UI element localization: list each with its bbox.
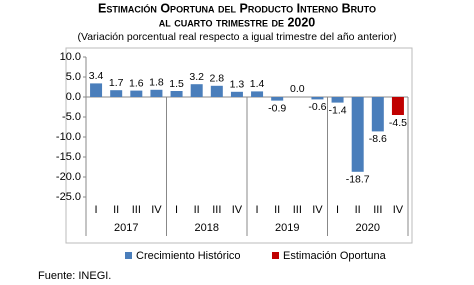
chart-title-line2: al cuarto trimestre de 2020 (159, 15, 316, 29)
y-tick-label: -25.0 (56, 191, 81, 203)
value-label: 0.0 (290, 83, 305, 95)
bar (271, 97, 284, 101)
value-label: 2.8 (210, 73, 225, 85)
bar (150, 89, 163, 97)
bar (110, 90, 123, 97)
plot-frame (65, 47, 413, 244)
x-tick-label: IV (393, 204, 404, 216)
x-tick-label: I (175, 204, 178, 216)
value-label: 1.3 (230, 79, 245, 91)
group-label: 2020 (356, 222, 380, 234)
value-label: 3.4 (89, 70, 104, 82)
value-label: -8.6 (369, 133, 387, 145)
x-tick-label: III (373, 204, 382, 216)
legend-label: Crecimiento Histórico (136, 250, 241, 262)
y-tick-label: -20.0 (56, 171, 81, 183)
y-tick-label: 0.0 (66, 91, 81, 103)
value-label: -0.9 (268, 102, 286, 114)
legend-label: Estimación Oportuna (283, 250, 387, 262)
y-tick-label: 10.0 (60, 51, 81, 63)
bar (251, 91, 264, 97)
bar (331, 97, 344, 103)
bar (371, 97, 384, 132)
value-label: -1.4 (329, 104, 347, 116)
y-tick-label: -5.0 (62, 111, 81, 123)
value-label: 1.4 (250, 78, 265, 90)
value-label: -18.7 (346, 174, 370, 186)
x-tick-label: II (194, 204, 200, 216)
y-tick-label: -10.0 (56, 131, 81, 143)
bar (130, 90, 143, 97)
x-tick-label: I (256, 204, 259, 216)
group-label: 2017 (114, 222, 138, 234)
legend-swatch (272, 252, 279, 259)
bar (210, 85, 223, 97)
x-tick-label: II (355, 204, 361, 216)
group-label: 2019 (275, 222, 299, 234)
bar (311, 97, 324, 100)
x-tick-label: IV (151, 204, 162, 216)
y-tick-label: -15.0 (56, 151, 81, 163)
group-label: 2018 (195, 222, 219, 234)
x-tick-label: IV (312, 204, 323, 216)
x-tick-label: III (293, 204, 302, 216)
legend-swatch (125, 252, 132, 259)
bar (391, 97, 404, 115)
chart-subtitle: (Variación porcentual real respecto a ig… (77, 31, 396, 43)
value-label: 1.8 (149, 77, 164, 89)
bar (230, 91, 243, 97)
x-tick-label: III (132, 204, 141, 216)
bar (351, 97, 364, 172)
y-tick-label: 5.0 (66, 71, 81, 83)
x-tick-label: IV (232, 204, 243, 216)
value-label: 3.2 (189, 71, 204, 83)
x-tick-label: I (336, 204, 339, 216)
x-tick-label: III (212, 204, 221, 216)
x-tick-label: II (274, 204, 280, 216)
value-label: 1.5 (169, 78, 184, 90)
value-label: -0.6 (308, 101, 326, 113)
value-label: -4.5 (389, 117, 407, 129)
chart-title: Estimación Oportuna del Producto Interno… (98, 1, 376, 15)
bar (190, 84, 203, 97)
bar (90, 83, 103, 97)
source: Fuente: INEGI. (38, 270, 111, 282)
x-tick-label: II (113, 204, 119, 216)
value-label: 1.7 (109, 77, 124, 89)
x-tick-label: I (95, 204, 98, 216)
bar (170, 91, 183, 97)
value-label: 1.6 (129, 77, 144, 89)
